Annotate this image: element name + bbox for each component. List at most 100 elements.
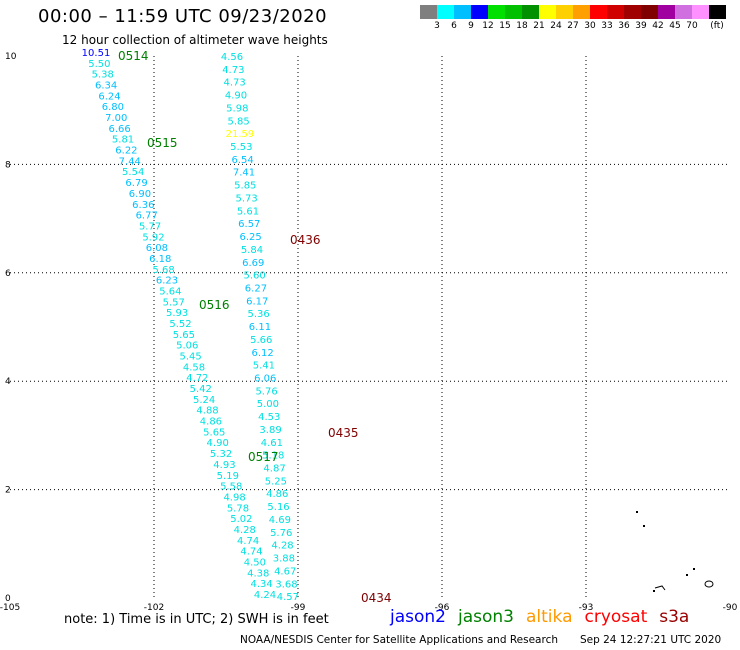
wave-height-value: 5.06 <box>176 341 198 352</box>
wave-height-value: 4.38 <box>247 568 269 579</box>
wave-height-value: 5.00 <box>257 399 279 410</box>
legend-label: 21 <box>533 21 545 31</box>
wave-height-value: 5.25 <box>265 476 287 487</box>
wave-height-value: 5.68 <box>152 265 174 276</box>
wave-height-value: 4.72 <box>186 373 208 384</box>
wave-height-value: 5.98 <box>226 103 248 114</box>
axis-labels: -105 -102 -99 -96 -93 -90 0 2 4 6 8 10 <box>0 52 738 613</box>
footnote: note: 1) Time is in UTC; 2) SWH is in fe… <box>64 612 329 627</box>
wave-height-value: 5.54 <box>122 167 144 178</box>
island-dot <box>686 574 688 576</box>
x-tick-label: -102 <box>144 603 164 613</box>
wave-height-value: 4.86 <box>200 417 222 428</box>
legend-label: 24 <box>550 21 562 31</box>
wave-height-value: 10.51 <box>82 48 111 59</box>
wave-height-value: 5.38 <box>92 70 114 81</box>
legend-swatch <box>607 5 624 19</box>
y-tick-label: 2 <box>5 486 11 496</box>
satellite-tracks: 10.515.505.386.346.246.807.006.665.816.2… <box>82 48 299 603</box>
legend-swatch <box>590 5 607 19</box>
x-tick-label: -90 <box>723 603 738 613</box>
map-grid <box>10 56 730 598</box>
wave-height-value: 4.50 <box>244 557 266 568</box>
y-tick-label: 4 <box>5 377 11 387</box>
render-timestamp: Sep 24 12:27:21 UTC 2020 <box>580 634 722 646</box>
x-tick-label: -93 <box>579 603 594 613</box>
wave-height-value: 5.77 <box>139 221 161 232</box>
wave-height-value: 5.92 <box>142 232 164 243</box>
wave-height-value: 5.78 <box>227 503 249 514</box>
wave-height-value: 5.73 <box>235 193 257 204</box>
legend-swatch <box>624 5 641 19</box>
wave-height-value: 6.57 <box>238 219 260 230</box>
mission-legend: jason2 jason3 altika cryosat s3a <box>390 607 701 627</box>
island-outlines <box>636 511 714 592</box>
legend-label: 42 <box>652 21 664 31</box>
wave-height-value: 7.41 <box>233 168 255 179</box>
wave-height-value: 6.17 <box>246 296 268 307</box>
pass-time-label: 0515 <box>147 136 178 150</box>
wave-height-value: 5.19 <box>217 471 239 482</box>
legend-label: 9 <box>468 21 474 31</box>
island-outline <box>654 585 666 591</box>
wave-height-value: 4.98 <box>223 492 245 503</box>
legend-label: 6 <box>451 21 457 31</box>
wave-height-value: 5.66 <box>250 335 272 346</box>
legend-label: 33 <box>601 21 613 31</box>
legend-labels: 3 6 9 12 15 18 21 24 27 30 33 36 39 42 45 70 (ft) <box>420 19 726 33</box>
mission-label: jason2 <box>390 607 446 627</box>
legend-swatch <box>675 5 692 19</box>
wave-height-value: 5.42 <box>190 384 212 395</box>
island-dot <box>693 568 695 570</box>
legend-label: 70 <box>686 21 698 31</box>
wave-height-value: 5.36 <box>247 309 269 320</box>
wave-height-value: 5.65 <box>203 427 225 438</box>
wave-height-value: 6.54 <box>232 155 254 166</box>
legend-swatch <box>573 5 590 19</box>
island-dot <box>636 511 638 513</box>
wave-height-value: 5.41 <box>253 361 275 372</box>
wave-height-value: 6.66 <box>109 124 131 135</box>
x-tick-label: -105 <box>0 603 20 613</box>
legend-swatch <box>471 5 488 19</box>
wave-height-value: 4.28 <box>271 541 293 552</box>
legend-label: 3 <box>434 21 440 31</box>
wave-height-value: 4.87 <box>263 464 285 475</box>
wave-height-value: 4.93 <box>213 460 235 471</box>
wave-height-value: 6.11 <box>249 322 271 333</box>
legend-swatch <box>522 5 539 19</box>
wave-height-value: 6.12 <box>251 348 273 359</box>
legend-swatch <box>641 5 658 19</box>
pass-time-label: 0434 <box>361 591 392 605</box>
wave-height-value: 5.16 <box>267 502 289 513</box>
wave-height-value: 6.79 <box>125 178 147 189</box>
wave-height-value: 5.60 <box>243 271 265 282</box>
y-tick-label: 0 <box>5 594 11 604</box>
wave-height-value: 4.57 <box>277 592 299 603</box>
wave-height-value: 5.52 <box>169 319 191 330</box>
wave-height-value: 4.90 <box>207 438 229 449</box>
legend-swatch <box>420 5 437 19</box>
wave-height-value: 5.84 <box>241 245 263 256</box>
legend-label: 30 <box>584 21 596 31</box>
wave-height-value: 5.81 <box>112 135 134 146</box>
wave-height-value: 4.86 <box>266 489 288 500</box>
mission-label: s3a <box>659 607 690 627</box>
legend-swatch <box>539 5 556 19</box>
legend-swatch <box>437 5 454 19</box>
wave-height-value: 4.73 <box>222 65 244 76</box>
wave-height-value: 5.32 <box>210 449 232 460</box>
wave-height-value: 6.80 <box>102 102 124 113</box>
legend-swatches <box>420 5 726 19</box>
mission-label: cryosat <box>584 607 648 627</box>
legend-label: 45 <box>669 21 681 31</box>
wave-height-value: 5.53 <box>230 142 252 153</box>
y-tick-label: 8 <box>5 160 11 170</box>
legend-swatch <box>488 5 505 19</box>
wave-height-value: 5.65 <box>173 330 195 341</box>
wave-height-value: 5.24 <box>193 395 215 406</box>
wave-height-value: 7.00 <box>105 113 127 124</box>
legend-swatch <box>556 5 573 19</box>
wave-height-value: 4.74 <box>237 536 259 547</box>
